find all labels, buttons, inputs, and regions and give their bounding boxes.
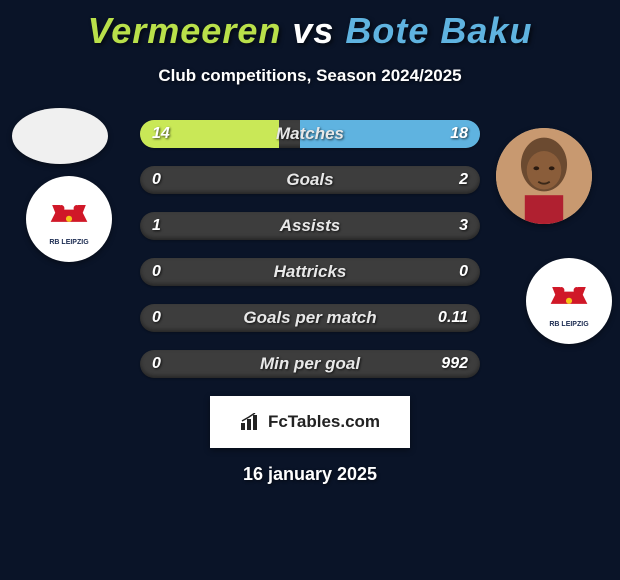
stat-value-right: 2	[459, 166, 468, 194]
stat-row: 1Assists3	[140, 212, 480, 240]
stat-value-right: 18	[450, 120, 468, 148]
stat-value-right: 0	[459, 258, 468, 286]
stat-value-right: 3	[459, 212, 468, 240]
subtitle: Club competitions, Season 2024/2025	[0, 66, 620, 86]
title-vs: vs	[292, 10, 345, 51]
player-right-name: Bote Baku	[345, 10, 532, 51]
stat-row: 0Min per goal992	[140, 350, 480, 378]
footer-date: 16 january 2025	[0, 464, 620, 485]
brand-text: FcTables.com	[268, 412, 380, 432]
stat-row: 0Goals per match0.11	[140, 304, 480, 332]
stats-container: 14Matches180Goals21Assists30Hattricks00G…	[0, 120, 620, 378]
stat-row: 14Matches18	[140, 120, 480, 148]
page-title: Vermeeren vs Bote Baku	[0, 0, 620, 52]
stat-label: Hattricks	[140, 258, 480, 286]
stat-value-right: 0.11	[438, 304, 468, 332]
stat-label: Min per goal	[140, 350, 480, 378]
stat-label: Goals per match	[140, 304, 480, 332]
stat-row: 0Hattricks0	[140, 258, 480, 286]
stat-row: 0Goals2	[140, 166, 480, 194]
stat-label: Assists	[140, 212, 480, 240]
brand-banner: FcTables.com	[210, 396, 410, 448]
chart-icon	[240, 413, 262, 431]
stat-value-right: 992	[441, 350, 468, 378]
stat-label: Matches	[140, 120, 480, 148]
stat-label: Goals	[140, 166, 480, 194]
player-left-name: Vermeeren	[88, 10, 282, 51]
